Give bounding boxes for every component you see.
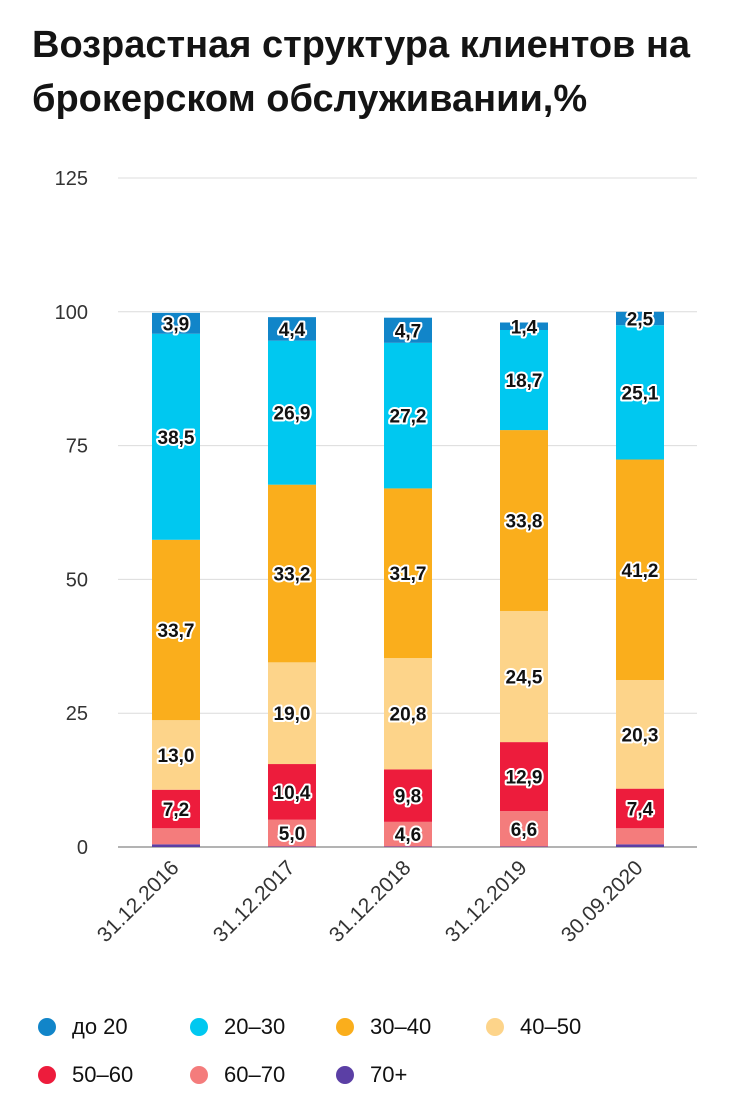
bar-segment bbox=[500, 610, 548, 743]
bar-segment bbox=[500, 430, 548, 611]
data-label: 33,2 bbox=[274, 565, 311, 586]
bar-segment bbox=[384, 846, 432, 847]
data-label: 4,4 bbox=[279, 320, 306, 341]
data-label: 7,2 bbox=[163, 800, 189, 821]
bar-segment bbox=[500, 811, 548, 847]
bar-segment bbox=[384, 488, 432, 659]
data-label: 33,8 bbox=[506, 512, 543, 533]
bar-segment bbox=[384, 342, 432, 489]
legend-item-50-60: 50–60 bbox=[38, 1062, 133, 1088]
data-label: 33,7 bbox=[158, 621, 195, 642]
legend-item-under-20: до 20 bbox=[38, 1014, 128, 1040]
x-tick-label: 31.12.2016 bbox=[93, 856, 184, 947]
legend-dot-icon bbox=[336, 1018, 354, 1036]
bar-segment bbox=[268, 662, 316, 765]
data-label: 9,8 bbox=[395, 787, 421, 808]
bar-segment bbox=[384, 769, 432, 822]
y-tick-label: 50 bbox=[66, 569, 88, 591]
legend-dot-icon bbox=[486, 1018, 504, 1036]
bar-segment bbox=[268, 317, 316, 341]
legend-label: 50–60 bbox=[72, 1062, 134, 1087]
legend-item-40-50: 40–50 bbox=[486, 1014, 581, 1040]
legend-dot-icon bbox=[336, 1066, 354, 1084]
bar-segment bbox=[268, 846, 316, 847]
bar-segment bbox=[268, 764, 316, 820]
stacked-bar-chart: 0 25 50 75 100 125 7,2 13,0 33,7 38,5 3,9 31.12.201… bbox=[55, 168, 697, 947]
data-label: 12,9 bbox=[506, 768, 543, 789]
bar-segment bbox=[500, 742, 548, 812]
bar-segment bbox=[616, 459, 664, 681]
data-label: 19,0 bbox=[274, 704, 311, 725]
data-label: 41,2 bbox=[622, 561, 659, 582]
bar-segment bbox=[384, 821, 432, 847]
legend-item-30-40: 30–40 bbox=[336, 1014, 431, 1040]
legend-item-70-plus: 70+ bbox=[336, 1062, 407, 1088]
bar-segment bbox=[616, 680, 664, 789]
data-label: 7,4 bbox=[627, 799, 654, 820]
x-tick-label: 31.12.2019 bbox=[441, 856, 532, 947]
data-label: 31,7 bbox=[390, 564, 427, 585]
data-label: 18,7 bbox=[506, 371, 543, 392]
legend-dot-icon bbox=[38, 1066, 56, 1084]
data-label: 25,1 bbox=[622, 383, 659, 404]
legend-label: до 20 bbox=[72, 1014, 128, 1039]
bar-segment bbox=[616, 788, 664, 829]
bar-segment bbox=[384, 658, 432, 770]
bar-segment bbox=[616, 325, 664, 460]
data-label: 38,5 bbox=[158, 428, 195, 449]
data-label: 24,5 bbox=[506, 668, 543, 689]
bar-segment bbox=[152, 720, 200, 790]
bar-segment bbox=[152, 312, 200, 334]
bar-segment bbox=[500, 846, 548, 847]
bar-segment bbox=[616, 828, 664, 845]
chart-title: Возрастная структура клиентов на брокерс… bbox=[32, 24, 691, 120]
x-tick-label: 31.12.2017 bbox=[209, 856, 300, 947]
data-label: 27,2 bbox=[390, 407, 427, 428]
data-label: 4,7 bbox=[395, 321, 421, 342]
bar-segment bbox=[384, 317, 432, 343]
data-label: 26,9 bbox=[274, 404, 311, 425]
bar-segment bbox=[500, 322, 548, 330]
data-label: 4,6 bbox=[395, 825, 421, 846]
data-label: 1,4 bbox=[511, 317, 538, 338]
bar-segment bbox=[268, 484, 316, 663]
bar-segment bbox=[152, 844, 200, 847]
legend-item-60-70: 60–70 bbox=[190, 1062, 285, 1088]
data-label: 2,5 bbox=[627, 309, 654, 330]
bar-segment bbox=[268, 819, 316, 847]
legend-item-20-30: 20–30 bbox=[190, 1014, 285, 1040]
legend-dot-icon bbox=[190, 1018, 208, 1036]
bar-segment bbox=[500, 329, 548, 431]
bar-segment bbox=[616, 844, 664, 847]
legend-label: 60–70 bbox=[224, 1062, 286, 1087]
data-label: 10,4 bbox=[274, 783, 311, 804]
legend-label: 40–50 bbox=[520, 1014, 582, 1039]
y-tick-label: 75 bbox=[66, 436, 88, 458]
x-tick-label: 30.09.2020 bbox=[557, 856, 648, 947]
legend-dot-icon bbox=[190, 1066, 208, 1084]
bar-segment bbox=[152, 828, 200, 845]
y-tick-label: 0 bbox=[77, 837, 88, 859]
data-label: 5,0 bbox=[279, 824, 305, 845]
bar-segment bbox=[152, 789, 200, 829]
data-label: 6,6 bbox=[511, 820, 537, 841]
bar-segment bbox=[268, 340, 316, 485]
data-label: 20,3 bbox=[622, 725, 659, 746]
bar-segment bbox=[616, 311, 664, 326]
legend-dot-icon bbox=[38, 1018, 56, 1036]
data-label: 20,8 bbox=[390, 705, 427, 726]
legend-label: 20–30 bbox=[224, 1014, 286, 1039]
y-tick-label: 125 bbox=[55, 168, 88, 190]
bar-segment bbox=[152, 333, 200, 540]
y-tick-label: 100 bbox=[55, 302, 88, 324]
legend-label: 30–40 bbox=[370, 1014, 432, 1039]
x-tick-label: 31.12.2018 bbox=[325, 856, 416, 947]
bar-segment bbox=[152, 539, 200, 721]
data-label: 13,0 bbox=[158, 746, 195, 767]
data-label: 3,9 bbox=[163, 314, 189, 335]
y-tick-label: 25 bbox=[66, 703, 88, 725]
legend-label: 70+ bbox=[370, 1062, 408, 1087]
